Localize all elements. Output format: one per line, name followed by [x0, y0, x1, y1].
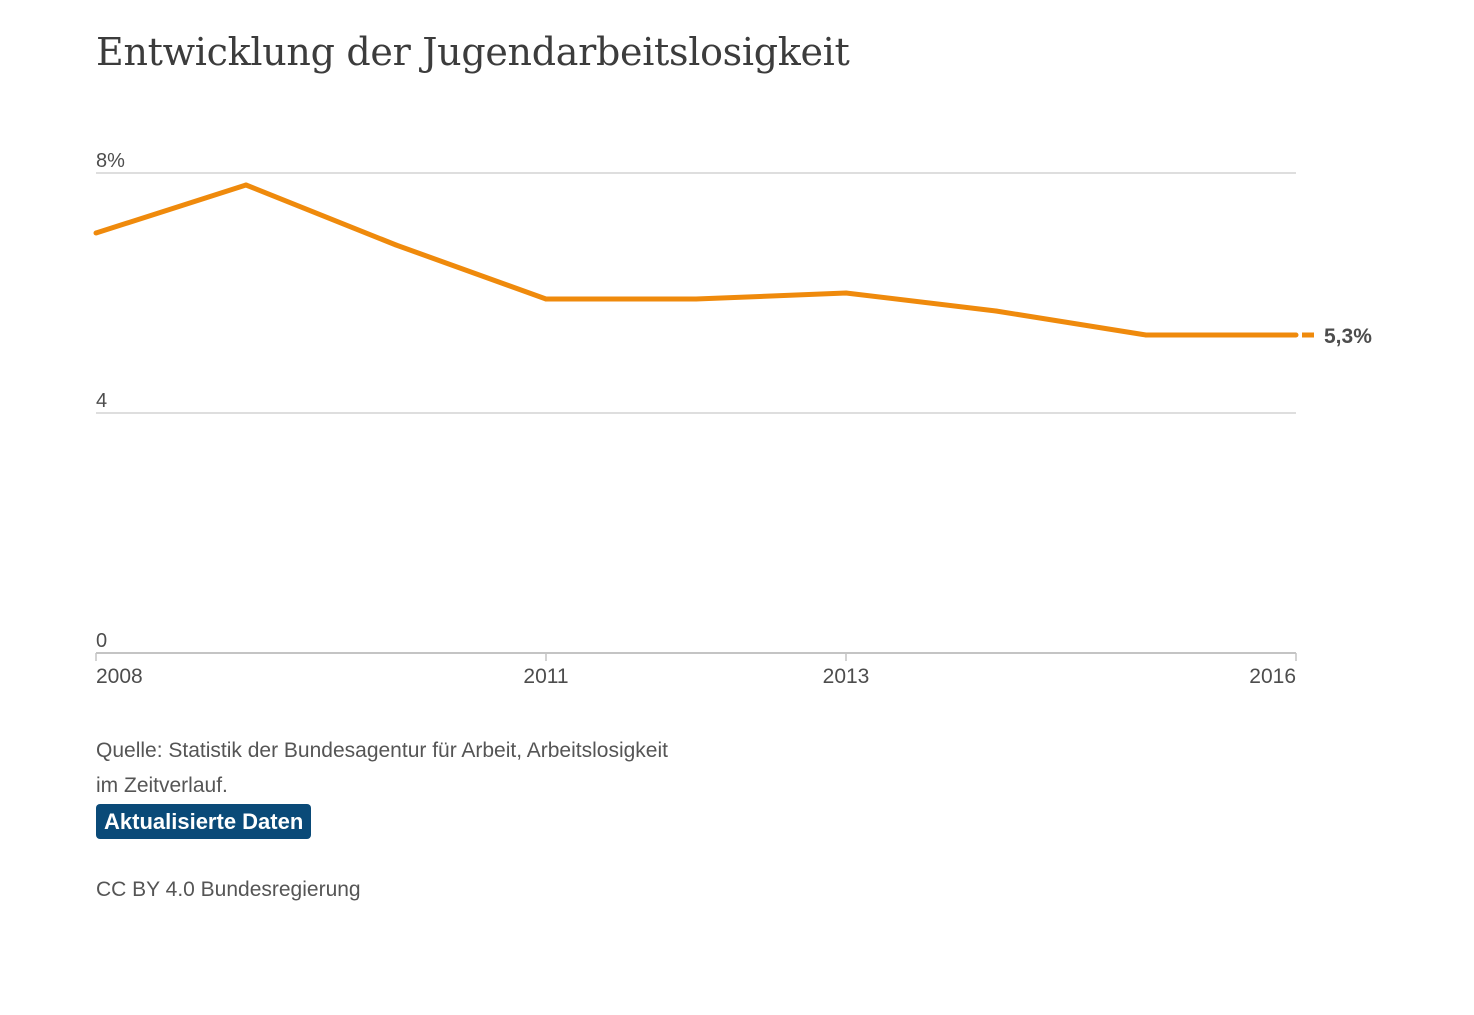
data-point	[243, 182, 249, 188]
data-point	[393, 242, 399, 248]
x-tick-label: 2016	[1249, 665, 1296, 688]
x-tick-label: 2008	[96, 665, 143, 688]
y-tick-label: 4	[96, 390, 107, 412]
y-tick-label: 0	[96, 630, 107, 652]
line-chart: 0 4 8% 2008 2011 2013 2016 5,3%	[93, 150, 1372, 688]
data-point	[543, 296, 549, 302]
source-line-1: Quelle: Statistik der Bundesagentur für …	[96, 739, 668, 762]
x-tick-label: 2011	[523, 665, 568, 688]
data-point	[93, 230, 99, 236]
data-point	[843, 290, 849, 296]
updated-data-button[interactable]: Aktualisierte Daten	[96, 804, 312, 839]
chart-title: Entwicklung der Jugendarbeitslosigkeit	[96, 30, 850, 74]
x-tick-label: 2013	[823, 665, 870, 688]
end-value-label: 5,3%	[1324, 325, 1372, 348]
data-point	[693, 296, 699, 302]
license-note: CC BY 4.0 Bundesregierung	[96, 878, 361, 901]
data-point	[993, 308, 999, 314]
source-note: Quelle: Statistik der Bundesagentur für …	[96, 733, 736, 803]
data-point	[1143, 332, 1149, 338]
source-line-2: im Zeitverlauf.	[96, 774, 228, 797]
y-tick-label: 8%	[96, 150, 125, 172]
data-point	[1293, 332, 1299, 338]
series-line	[95, 182, 1296, 338]
